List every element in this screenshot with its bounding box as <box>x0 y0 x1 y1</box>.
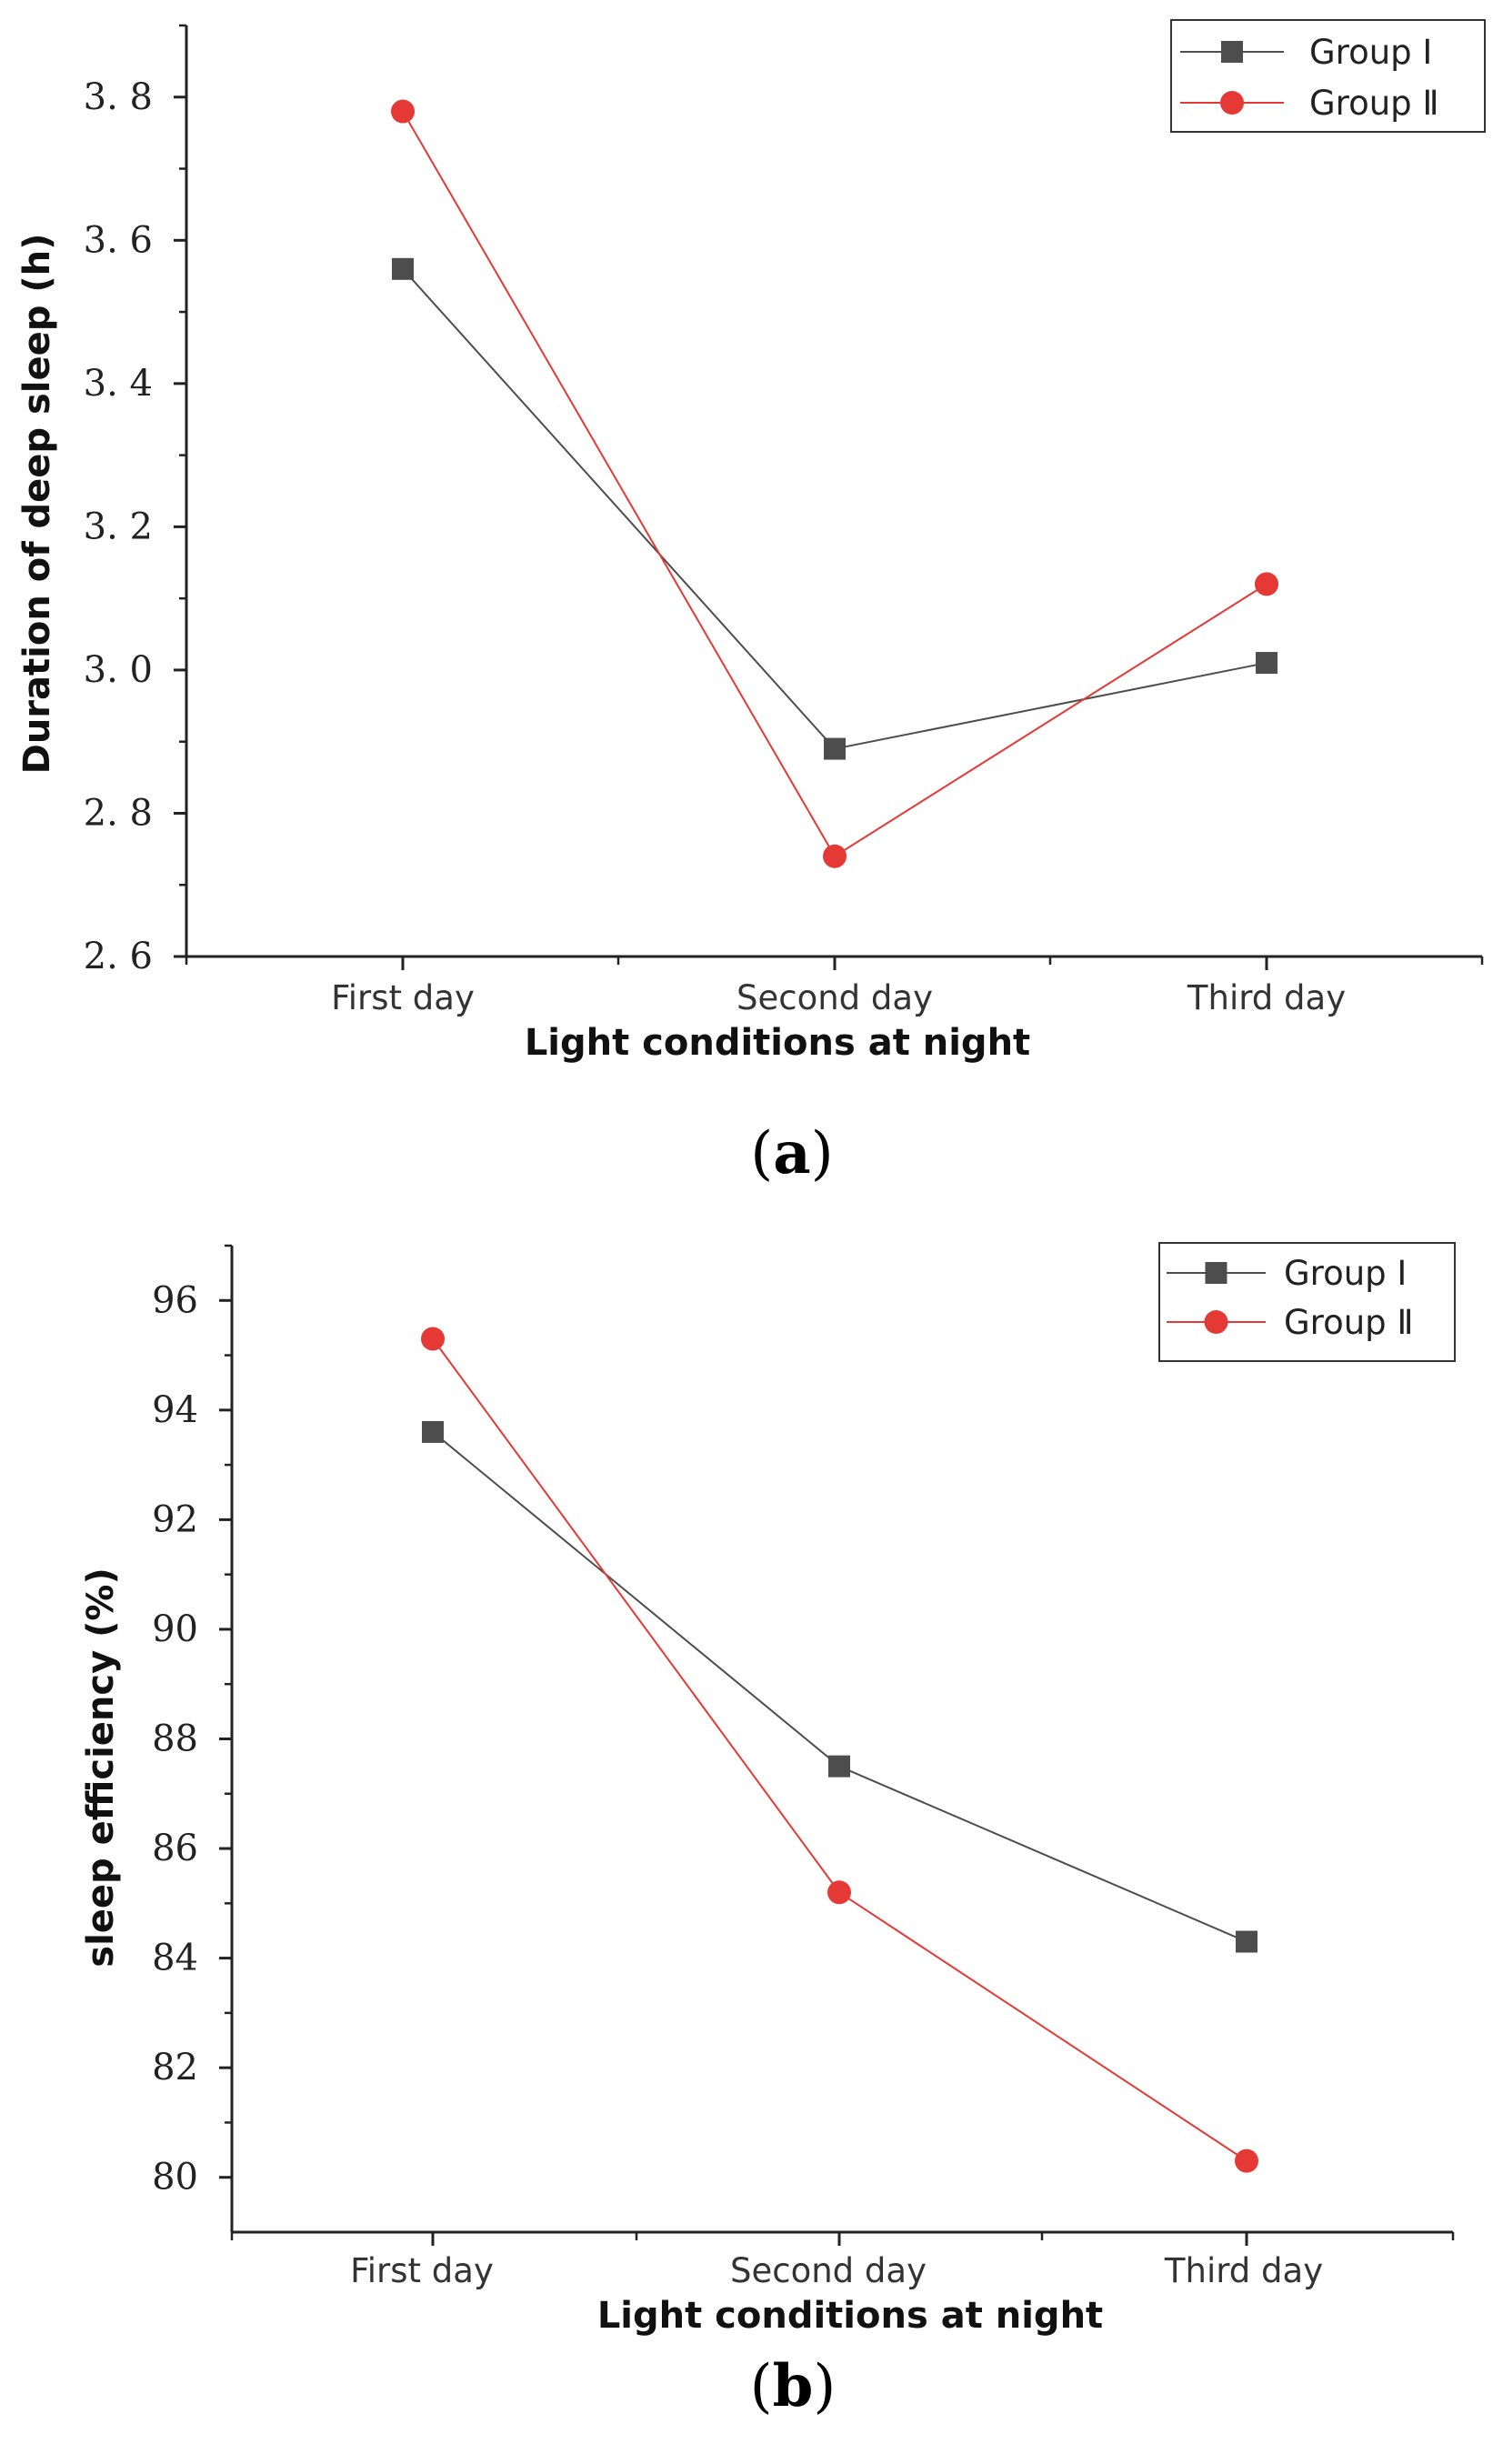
x-tick-label: Third day <box>1187 978 1346 1017</box>
series-line-1 <box>402 268 1268 750</box>
legend-label: Group Ⅰ <box>1309 33 1432 72</box>
y-tick-label: 3. 2 <box>84 506 153 547</box>
data-point-square <box>392 257 414 280</box>
x-tick-label: Second day <box>730 2251 927 2290</box>
y-tick-label: 82 <box>152 2047 198 2088</box>
y-tick-label: 80 <box>152 2157 198 2199</box>
x-tick-label: First day <box>331 978 475 1017</box>
panel-label-letter: a <box>773 1119 810 1187</box>
data-point-circle <box>1255 572 1278 596</box>
y-tick-label: 2. 6 <box>84 936 153 977</box>
data-point-circle <box>421 1327 445 1351</box>
y-tick-label: 3. 8 <box>84 76 153 118</box>
panel-label-open: ( <box>750 1120 773 1187</box>
y-tick-label: 90 <box>152 1608 198 1650</box>
legend-marker-square <box>1205 1262 1227 1284</box>
chart-duration-deep-sleep: 2. 6 2. 8 3. 0 3. 2 3. 4 3. 6 3. 8 First day Sec… <box>16 19 1486 1187</box>
y-tick-label: 88 <box>152 1718 198 1760</box>
y-tick-label: 86 <box>152 1828 198 1869</box>
y-axis-title: Duration of deep sleep (h) <box>16 234 58 775</box>
panel-label-letter: b <box>773 2352 814 2420</box>
legend-label: Group Ⅰ <box>1284 1254 1407 1293</box>
data-point-circle <box>823 844 847 868</box>
y-tick-label: 3. 4 <box>84 363 153 405</box>
data-point-square <box>422 1420 444 1443</box>
series-line-2 <box>432 1337 1247 2162</box>
legend-marker-circle <box>1204 1310 1228 1334</box>
data-point-square <box>1236 1930 1258 1953</box>
legend-marker-circle <box>1220 91 1244 115</box>
panel-label-close: ) <box>813 2353 836 2420</box>
legend-marker-square <box>1221 41 1243 63</box>
chart-sleep-efficiency: 80 82 84 86 88 90 92 94 96 First day Second day Thi… <box>80 1242 1456 2420</box>
y-tick-label: 94 <box>152 1389 198 1431</box>
data-point-square <box>824 737 846 760</box>
panel-label: (a) <box>750 1119 833 1187</box>
x-tick-label: Second day <box>736 978 933 1017</box>
panel-label-open: ( <box>750 2353 773 2420</box>
panel-label-close: ) <box>811 1120 834 1187</box>
legend-label: Group Ⅱ <box>1309 84 1439 123</box>
y-tick-label: 96 <box>152 1279 198 1321</box>
y-tick-label: 3. 0 <box>84 649 153 691</box>
series-line-1 <box>432 1431 1247 1943</box>
legend-label: Group Ⅱ <box>1284 1303 1414 1342</box>
y-tick-label: 92 <box>152 1498 198 1540</box>
data-point-circle <box>1235 2148 1258 2173</box>
data-point-square <box>1256 652 1278 675</box>
data-point-circle <box>827 1880 851 1905</box>
y-tick-label: 84 <box>152 1938 198 1979</box>
y-tick-label: 3. 6 <box>84 219 153 261</box>
data-point-square <box>828 1755 850 1778</box>
y-tick-label: 2. 8 <box>84 792 153 834</box>
data-point-circle <box>391 99 415 124</box>
x-tick-label: First day <box>350 2251 494 2290</box>
panel-label: (b) <box>750 2352 837 2420</box>
x-axis-title: Light conditions at night <box>597 2295 1103 2337</box>
legend-box <box>1170 19 1486 133</box>
y-axis-title: sleep efficiency (%) <box>80 1568 122 1967</box>
x-tick-label: Third day <box>1164 2251 1323 2290</box>
x-axis-title: Light conditions at night <box>525 1022 1030 1064</box>
